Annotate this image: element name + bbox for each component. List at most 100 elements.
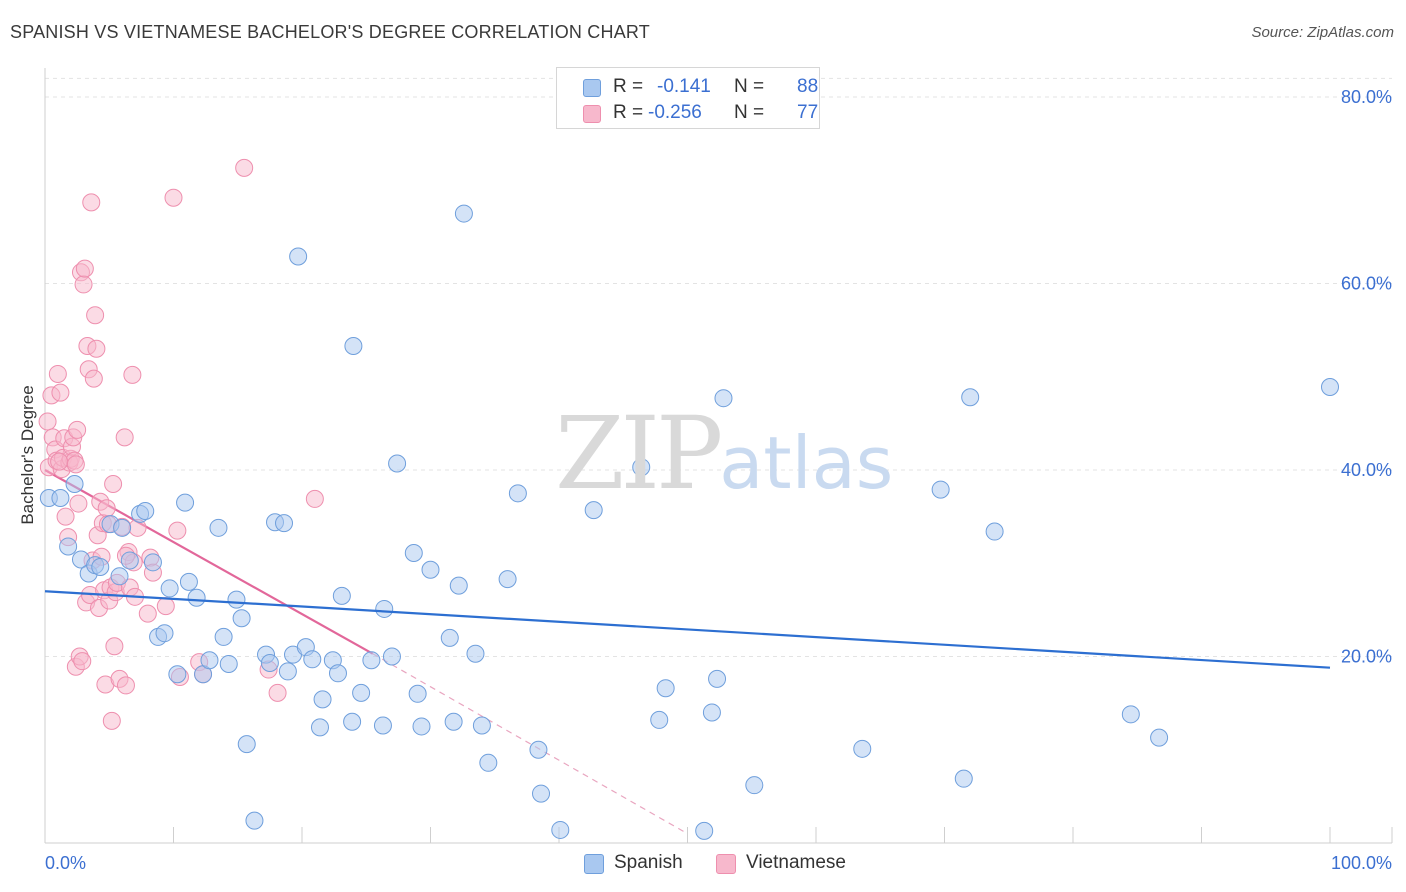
spanish-point [584, 501, 603, 520]
vietnamese-point [75, 259, 94, 278]
vietnamese-point [68, 420, 87, 439]
spanish-point [498, 570, 517, 589]
spanish-point [289, 247, 308, 266]
spanish-point [303, 650, 322, 669]
x-tick-label-min: 0.0% [45, 853, 86, 873]
vietnamese-point [102, 711, 121, 730]
y-axis-label: Bachelor's Degree [18, 385, 37, 525]
vietnamese-point [105, 637, 124, 656]
spanish-point [650, 710, 669, 729]
spanish-point [332, 586, 351, 605]
y-tick-label-40: 40.0% [1341, 460, 1392, 480]
spanish-point [382, 647, 401, 666]
spanish-point [1121, 705, 1140, 724]
spanish-point [388, 454, 407, 473]
spanish-point [219, 654, 238, 673]
legend-n-value: 88 [797, 76, 819, 97]
spanish-point [444, 712, 463, 731]
spanish-point [344, 336, 363, 355]
spanish-point [745, 776, 764, 795]
vietnamese-point [115, 428, 134, 447]
vietnamese-point [69, 494, 88, 513]
spanish-point [1321, 378, 1339, 397]
spanish-point [373, 716, 392, 735]
spanish-point [853, 739, 872, 758]
spanish-point [51, 488, 70, 507]
spanish-point [508, 484, 527, 503]
y-tick-label-60: 60.0% [1341, 274, 1392, 294]
legend-n-label: N = [734, 102, 765, 123]
vietnamese-point [116, 676, 135, 695]
vietnamese-trend-extension [372, 653, 688, 835]
vietnamese-point [73, 652, 92, 671]
spanish-point [227, 590, 246, 609]
spanish-trend [44, 590, 1331, 669]
spanish-point [275, 514, 294, 533]
spanish-point [278, 662, 297, 681]
spanish-point [551, 820, 570, 839]
vietnamese-point [97, 499, 116, 518]
spanish-point [931, 480, 950, 499]
spanish-point [714, 389, 733, 408]
vietnamese-point [48, 364, 67, 383]
vietnamese-swatch [583, 105, 601, 123]
watermark-atlas: atlas [719, 421, 894, 505]
vietnamese-point [235, 158, 254, 177]
spanish-point [1150, 728, 1169, 747]
spanish-points [39, 204, 1339, 840]
spanish-point [375, 599, 394, 618]
spanish-legend-swatch [584, 854, 604, 874]
spanish-point [985, 522, 1004, 541]
axes [44, 68, 1392, 844]
vietnamese-point [138, 604, 157, 623]
spanish-point [352, 683, 371, 702]
legend-r-value: -0.256 [648, 102, 702, 123]
vietnamese-point [123, 365, 142, 384]
vietnamese-point [82, 193, 101, 212]
spanish-point [702, 703, 721, 722]
vietnamese-point [87, 339, 106, 358]
source-credit: Source: ZipAtlas.com [1251, 24, 1394, 41]
spanish-point [143, 553, 162, 572]
legend-r-label: R = [613, 76, 644, 97]
vietnamese-point [305, 489, 324, 508]
vietnamese-point [86, 306, 105, 325]
vietnamese-legend-swatch [716, 854, 736, 874]
vietnamese-point [38, 412, 57, 431]
spanish-point [532, 784, 551, 803]
vietnamese-point [104, 474, 123, 493]
spanish-legend-label: Spanish [614, 852, 683, 873]
spanish-point [343, 712, 362, 731]
chart-title: SPANISH VS VIETNAMESE BACHELOR'S DEGREE … [10, 22, 650, 42]
spanish-point [404, 543, 423, 562]
watermark-zip: ZIP [555, 395, 723, 512]
vietnamese-point [51, 383, 70, 402]
spanish-point [179, 572, 198, 591]
vietnamese-point [74, 275, 93, 294]
legend-r-value: -0.141 [657, 76, 711, 97]
x-ticks [44, 827, 1393, 843]
spanish-swatch [583, 79, 601, 97]
spanish-point [328, 664, 347, 683]
spanish-point [362, 651, 381, 670]
spanish-point [187, 588, 206, 607]
spanish-point [209, 518, 228, 537]
spanish-point [708, 669, 727, 688]
spanish-point [113, 518, 132, 537]
y-tick-label-80: 80.0% [1341, 87, 1392, 107]
spanish-point [136, 502, 155, 521]
spanish-point [421, 560, 440, 579]
spanish-point [961, 388, 980, 407]
legend-n-label: N = [734, 76, 765, 97]
y-tick-label-20: 20.0% [1341, 647, 1392, 667]
spanish-trend-line [44, 590, 1331, 669]
spanish-point [472, 716, 491, 735]
spanish-point [656, 679, 675, 698]
spanish-point [91, 557, 110, 576]
spanish-point [120, 551, 139, 570]
tick-labels: 0.0% 100.0% 20.0% 40.0% 60.0% 80.0% [45, 87, 1392, 873]
spanish-point [440, 628, 459, 647]
spanish-point [529, 740, 548, 759]
spanish-point [412, 717, 431, 736]
